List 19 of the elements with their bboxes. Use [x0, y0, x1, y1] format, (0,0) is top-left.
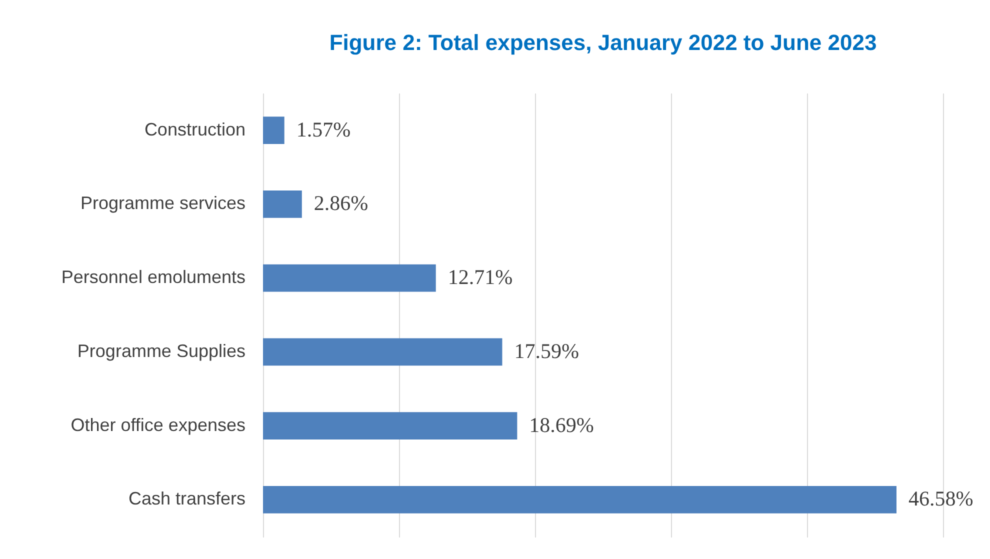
y-tick-label: Cash transfers [128, 488, 246, 509]
y-tick-label: Personnel emoluments [61, 267, 246, 288]
bar [263, 116, 284, 144]
data-label: 17.59% [514, 338, 579, 363]
bar [263, 338, 502, 366]
bar [263, 412, 518, 440]
data-label: 1.57% [296, 117, 351, 142]
bar [263, 264, 436, 292]
y-tick-label: Programme Supplies [77, 340, 246, 361]
data-label: 12.71% [448, 265, 513, 290]
data-label: 46.58% [908, 486, 974, 511]
chart-title: Figure 2: Total expenses, January 2022 to June 2023 [329, 30, 877, 55]
bar [263, 486, 896, 514]
data-label: 18.69% [529, 412, 594, 437]
y-tick-label: Other office expenses [70, 414, 246, 435]
data-label: 2.86% [314, 191, 368, 216]
bar [263, 190, 302, 218]
y-tick-label: Construction [144, 119, 246, 140]
y-tick-label: Programme services [80, 193, 246, 214]
